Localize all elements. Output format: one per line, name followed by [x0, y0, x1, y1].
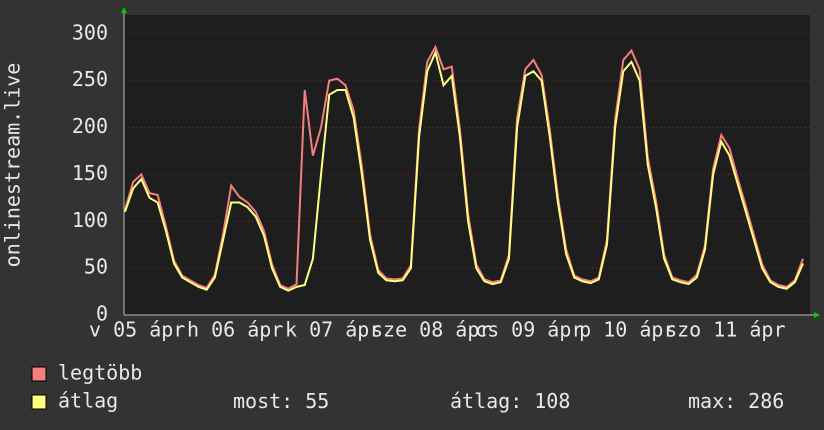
y-tick-label: 0 [96, 302, 108, 326]
stat-value: 55 [305, 389, 329, 413]
x-tick-label: p 10 ápr [579, 318, 675, 342]
y-tick-label: 250 [72, 67, 108, 91]
stat: átlag: 108 [450, 389, 570, 413]
y-axis-label: onlinestream.live [1, 63, 25, 268]
stat: max: 286 [688, 389, 784, 413]
y-tick-label: 300 [72, 20, 108, 44]
stat: most: 55 [233, 389, 329, 413]
legend-swatch [31, 366, 47, 382]
stat-label: most: [233, 389, 293, 413]
series-line [124, 49, 804, 292]
plot-area [124, 15, 810, 315]
y-tick-label: 200 [72, 114, 108, 138]
legend-label: átlag [58, 389, 118, 413]
stat-value: 108 [534, 389, 570, 413]
stat-label: max: [688, 389, 736, 413]
x-tick-label: k 07 ápr [285, 318, 381, 342]
y-tick-label: 50 [84, 255, 108, 279]
x-tick-label: szo 11 ápr [665, 318, 785, 342]
axis-arrow [121, 7, 127, 13]
axis-arrow [814, 312, 820, 318]
stat-value: 286 [748, 389, 784, 413]
x-tick-label: v 05 ápr [89, 318, 185, 342]
x-tick-label: sze 08 ápr [371, 318, 491, 342]
x-tick-label: cs 09 ápr [475, 318, 583, 342]
x-tick-label: h 06 ápr [187, 318, 283, 342]
stat-label: átlag: [450, 389, 522, 413]
y-tick-label: 150 [72, 161, 108, 185]
legend-label: legtöbb [58, 361, 142, 385]
legend-swatch [31, 394, 47, 410]
y-tick-label: 100 [72, 208, 108, 232]
